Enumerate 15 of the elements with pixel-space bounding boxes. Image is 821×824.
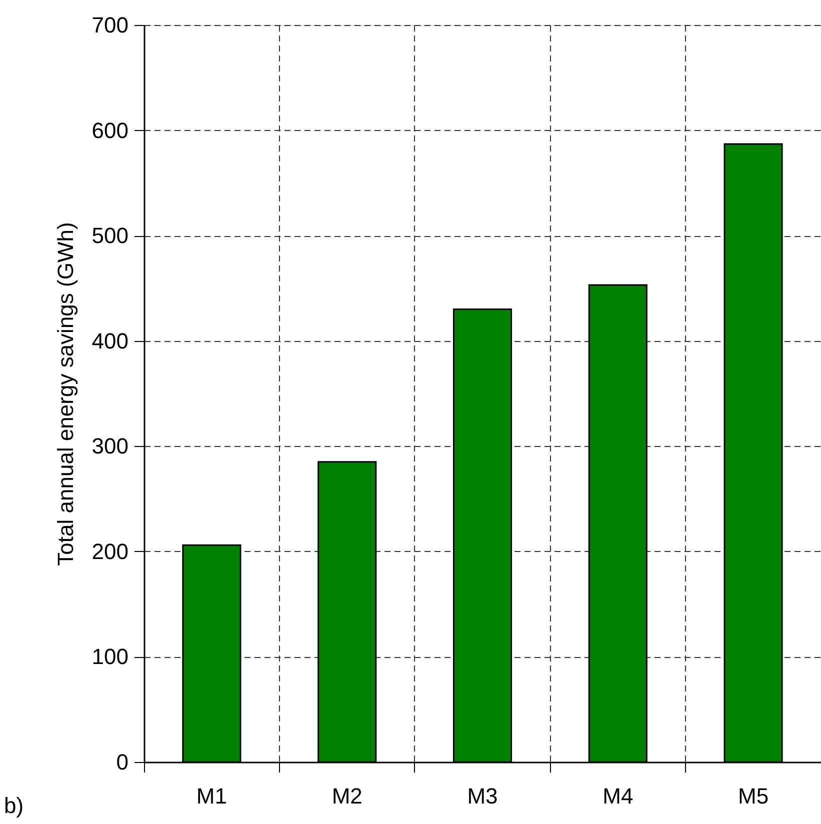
x-tick-label: M2 (332, 784, 362, 808)
x-tick-label: M4 (602, 784, 634, 808)
x-tick-label: M1 (196, 784, 227, 808)
x-tick-label: M3 (467, 784, 498, 808)
y-tick-label: 300 (92, 434, 128, 459)
y-tick-label: 600 (92, 118, 128, 143)
y-tick-label: 200 (92, 538, 128, 564)
y-tick-label: 0 (116, 750, 128, 774)
y-tick-label: 500 (92, 223, 128, 248)
x-tick-label: M5 (738, 784, 769, 808)
y-tick-label: 400 (92, 328, 128, 354)
y-axis-title: Total annual energy savings (GWh) (52, 222, 78, 566)
y-tick-label: 700 (92, 12, 128, 38)
y-tick-label: 100 (92, 644, 128, 670)
text: b) (4, 793, 24, 818)
